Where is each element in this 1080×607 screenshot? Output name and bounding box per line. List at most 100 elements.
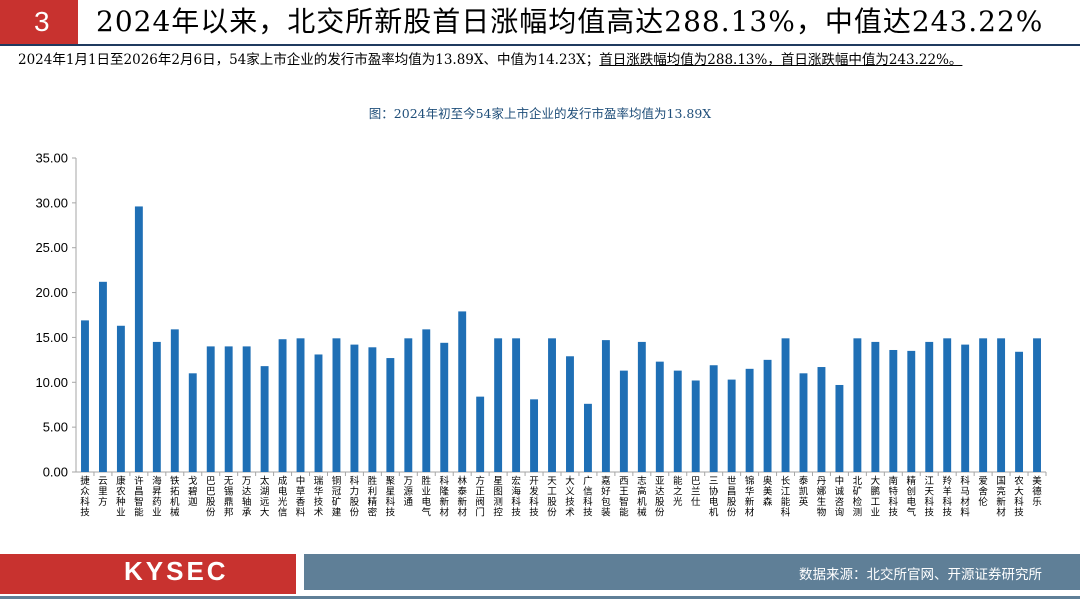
bar — [386, 358, 395, 472]
x-tick-label: 中草香料 — [296, 475, 306, 519]
summary-underlined: 首日涨跌幅均值为288.13%，首日涨跌幅中值为243.22%。 — [599, 52, 963, 68]
x-tick-label: 广信科技 — [583, 475, 593, 519]
logo-text: KYSEC — [124, 556, 229, 586]
x-tick-label: 巴兰仕 — [691, 476, 701, 508]
y-tick-label: 10.00 — [35, 375, 68, 390]
section-number-badge: 3 — [0, 0, 78, 44]
page-title: 2024年以来，北交所新股首日涨幅均值高达288.13%，中值达243.22% — [96, 5, 1044, 38]
x-tick-label: 万达轴承 — [242, 476, 252, 519]
x-tick-label: 爱舍伦 — [978, 475, 988, 508]
bar — [601, 340, 610, 472]
x-tick-label: 成电光信 — [278, 475, 288, 519]
x-tick-label: 志高机械 — [637, 475, 647, 519]
x-tick-label: 嘉好包装 — [601, 475, 611, 519]
bar — [170, 329, 179, 472]
bar — [853, 338, 862, 472]
x-tick-label: 国亮新材 — [996, 476, 1006, 519]
x-tick-label: 丹娜生物 — [817, 476, 827, 519]
x-tick-label: 海昇药业 — [152, 475, 162, 519]
bar — [224, 346, 233, 472]
footer-divider — [0, 596, 1080, 599]
x-tick-label: 奥美森 — [763, 475, 773, 508]
y-tick-label: 5.00 — [43, 420, 68, 435]
x-tick-label: 科力股份 — [350, 475, 360, 519]
x-tick-label: 亚达股份 — [655, 476, 665, 519]
x-tick-label: 许昌智能 — [134, 475, 144, 519]
x-tick-label: 捷众科技 — [80, 475, 90, 519]
x-tick-label: 大义技术 — [565, 475, 575, 519]
bar — [1015, 351, 1024, 472]
x-tick-label: 锦华新材 — [745, 475, 755, 519]
bar — [422, 329, 431, 472]
x-tick-label: 太湖远大 — [260, 475, 270, 519]
bar — [997, 338, 1006, 472]
bar — [745, 368, 754, 472]
bar — [494, 338, 503, 472]
source-bar: 数据来源：北交所官网、开源证券研究所 — [304, 554, 1080, 590]
bar — [709, 365, 718, 472]
bar — [763, 359, 772, 472]
bar — [566, 356, 574, 472]
bar — [889, 349, 898, 472]
y-tick-label: 15.00 — [35, 330, 68, 345]
bar — [1033, 338, 1041, 472]
bar — [152, 341, 161, 472]
x-tick-label: 精创电气 — [907, 475, 917, 519]
y-tick-label: 20.00 — [35, 285, 68, 300]
y-tick-label: 0.00 — [43, 465, 68, 480]
bar — [691, 380, 700, 472]
bar — [332, 338, 341, 472]
bar — [368, 347, 377, 472]
bar — [799, 373, 808, 472]
bar — [673, 370, 682, 472]
bar — [512, 338, 521, 472]
bar — [350, 344, 359, 472]
y-tick-label: 30.00 — [35, 195, 68, 210]
bar — [871, 341, 880, 472]
bar — [655, 361, 664, 472]
summary-text: 2024年1月1日至2026年2月6日，54家上市企业的发行市盈率均值为13.8… — [18, 50, 1058, 70]
kysec-logo: KYSEC — [0, 554, 296, 594]
summary-plain: 2024年1月1日至2026年2月6日，54家上市企业的发行市盈率均值为13.8… — [18, 52, 600, 68]
bar — [134, 206, 143, 472]
bar — [116, 325, 125, 472]
x-tick-label: 聚星科技 — [386, 476, 396, 519]
bar — [242, 346, 251, 472]
x-tick-label: 云里方 — [98, 476, 108, 508]
section-number: 3 — [34, 6, 50, 37]
x-tick-label: 中诚咨询 — [835, 475, 845, 519]
bar — [583, 403, 592, 472]
bar — [81, 320, 89, 472]
x-tick-label: 铁拓机械 — [170, 475, 180, 519]
bar — [817, 367, 826, 472]
bar — [961, 344, 970, 472]
x-tick-label: 大鹏工业 — [871, 475, 881, 519]
bar — [943, 338, 952, 472]
source-text: 数据来源：北交所官网、开源证券研究所 — [799, 567, 1042, 583]
x-tick-label: 方正阀门 — [475, 475, 485, 519]
x-tick-label: 西王智能 — [619, 476, 629, 519]
x-tick-label: 三协电机 — [709, 476, 719, 519]
bar — [548, 338, 556, 472]
bar — [440, 342, 449, 472]
bar — [98, 281, 107, 472]
bar — [619, 370, 628, 472]
x-tick-label: 林泰新材 — [457, 475, 467, 519]
bar — [530, 399, 539, 472]
bar — [781, 338, 790, 472]
bar — [458, 311, 467, 472]
bar — [206, 346, 215, 472]
bar — [835, 384, 844, 472]
bar — [260, 366, 269, 472]
x-tick-label: 科马材料 — [960, 475, 970, 519]
title-divider — [0, 44, 1080, 46]
x-tick-label: 天工股份 — [547, 476, 557, 519]
y-tick-label: 35.00 — [35, 151, 68, 166]
bar — [188, 373, 197, 472]
y-tick-label: 25.00 — [35, 240, 68, 255]
bar — [404, 338, 413, 472]
x-tick-label: 南特科技 — [889, 475, 899, 519]
x-tick-label: 泰凯英 — [799, 475, 809, 508]
x-tick-label: 农大科技 — [1014, 475, 1024, 519]
x-tick-label: 江天科技 — [924, 476, 934, 519]
